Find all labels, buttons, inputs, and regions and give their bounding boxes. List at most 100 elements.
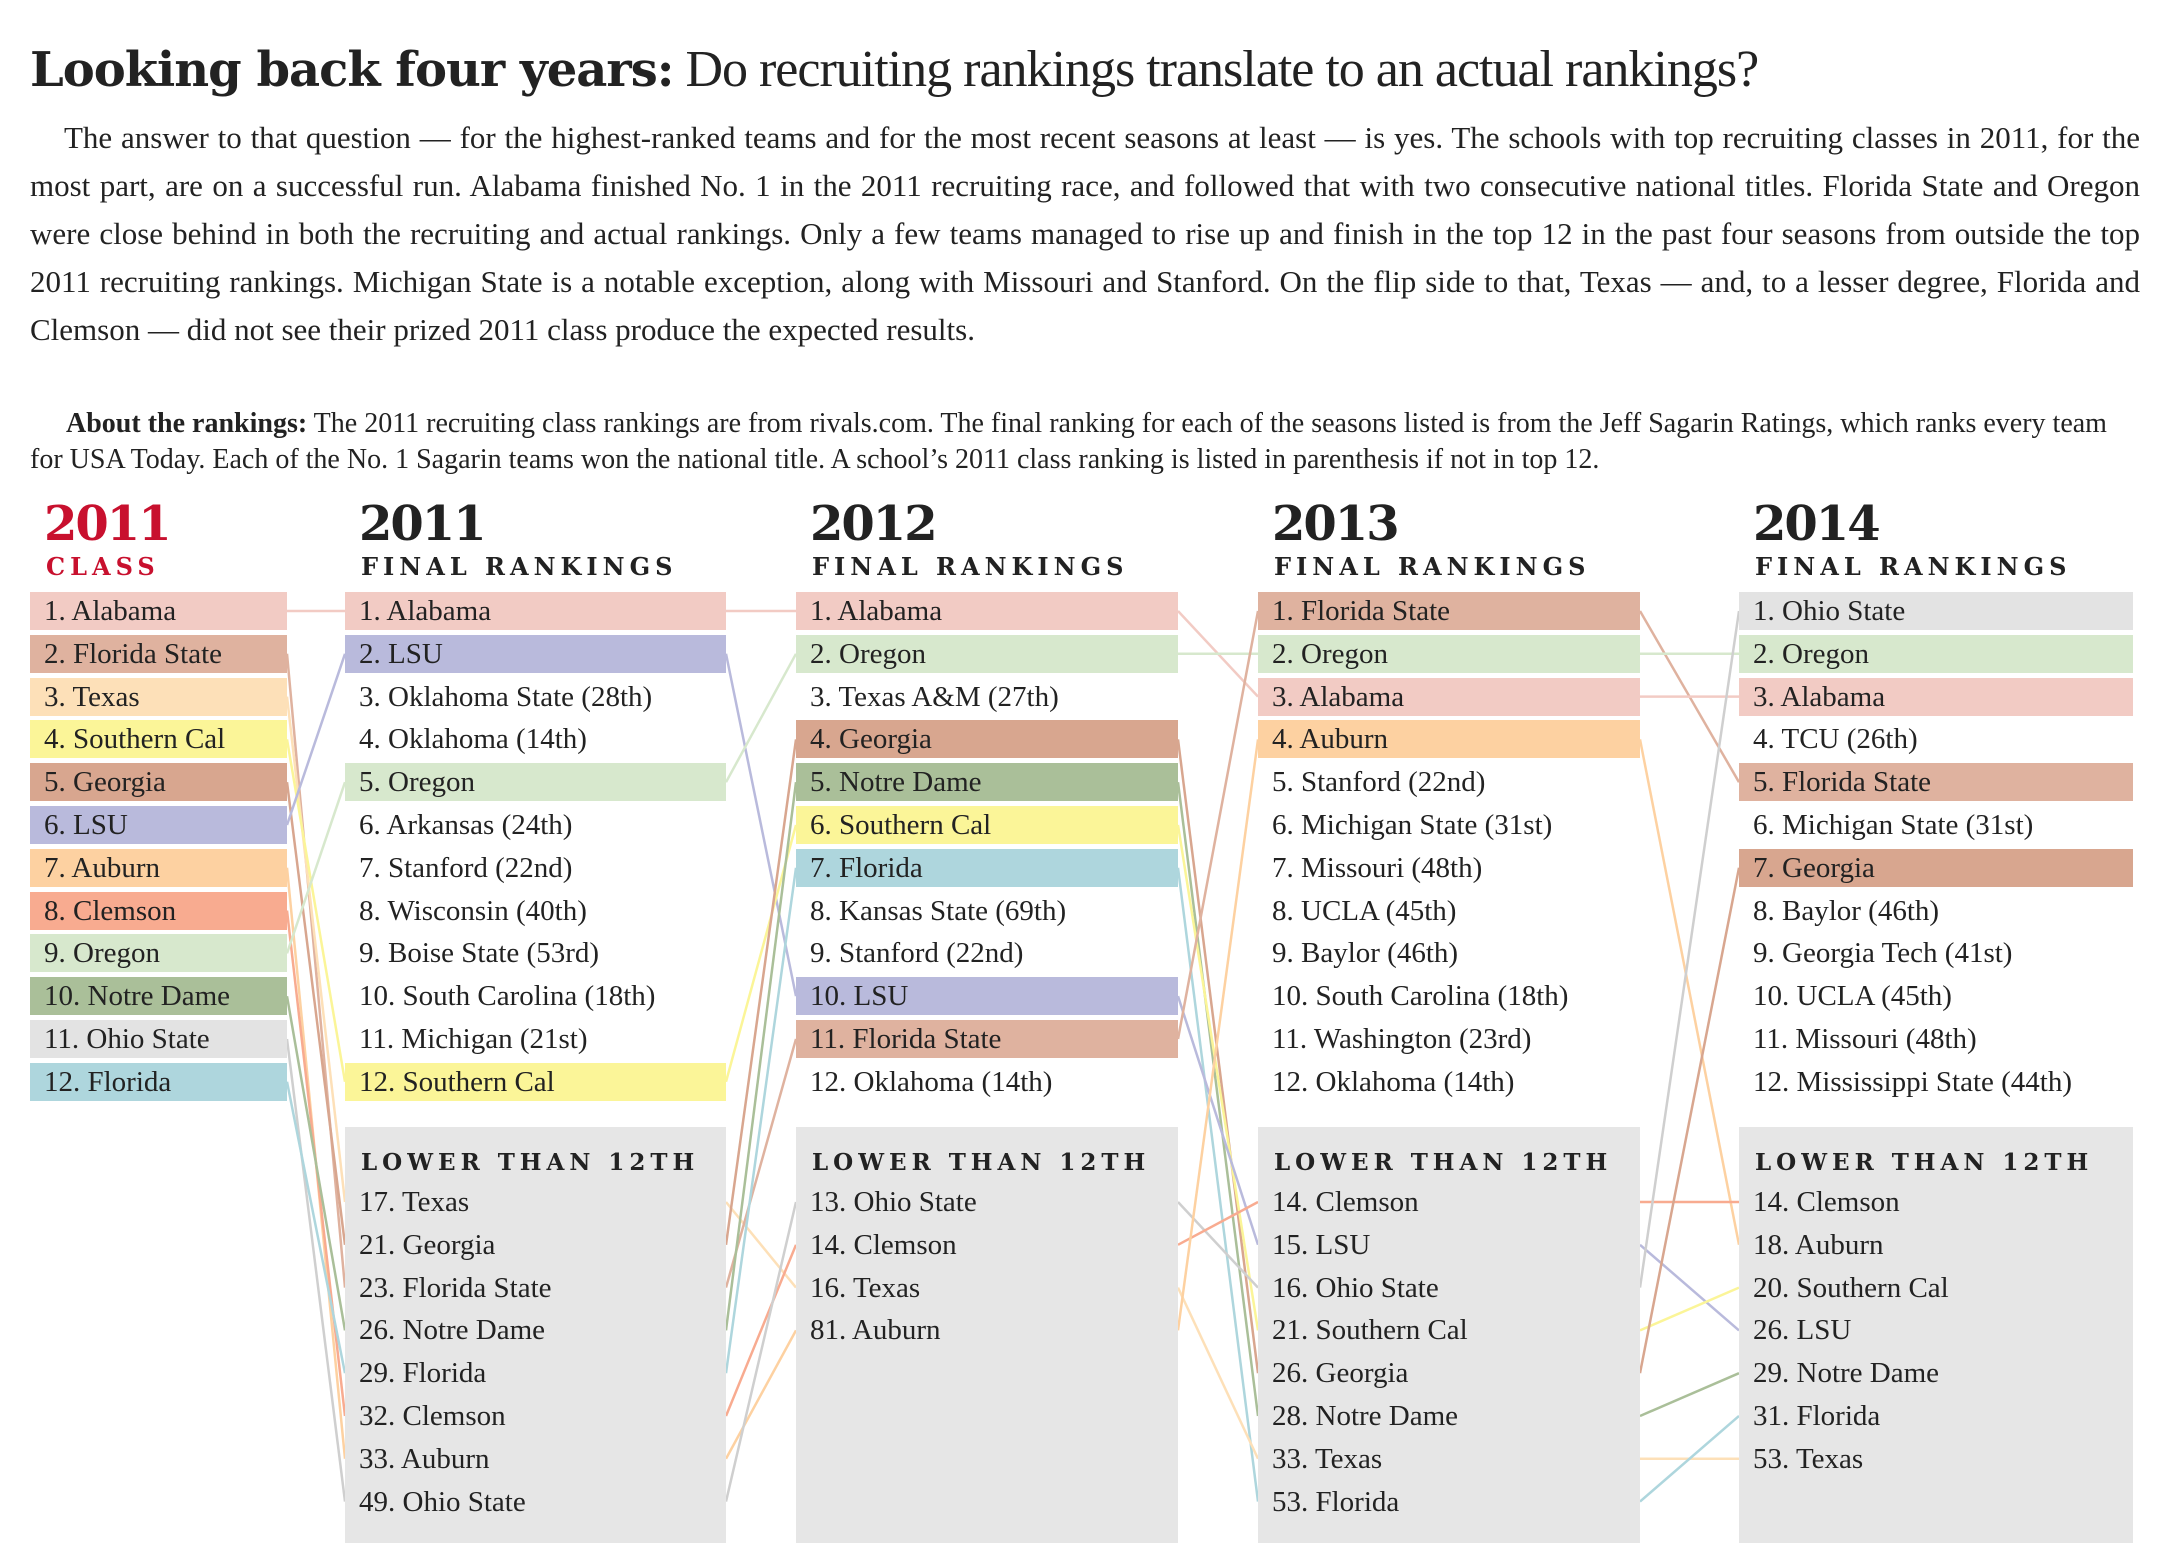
lower-than-12th-box: LOWER THAN 12TH 14. Clemson 15. LSU 16. Ohi…	[1258, 1127, 1640, 1543]
lower-heading: LOWER THAN 12TH	[1755, 1149, 2094, 1176]
connector-usc	[724, 824, 798, 1083]
about-label: About the rankings:	[66, 408, 308, 439]
connector-ohiostate	[1638, 610, 1741, 1288]
connector-georgia	[285, 782, 347, 1245]
list-item: 26. Notre Dame	[359, 1314, 546, 1347]
list-item: 14. Clemson	[1272, 1186, 1419, 1218]
list-item: 49. Ohio State	[359, 1485, 526, 1518]
list-item: 2. Oregon	[1258, 634, 1640, 673]
list-item: 4. TCU (26th)	[1753, 723, 1918, 756]
list-item: 23. Florida State	[359, 1271, 552, 1304]
list-item: 7. Georgia	[1739, 848, 2133, 887]
list-item: 33. Texas	[1272, 1442, 1383, 1475]
column-subtitle: FINAL RANKINGS	[361, 552, 678, 581]
list-item: 31. Florida	[1753, 1399, 1881, 1432]
list-item: 1. Florida State	[1258, 592, 1640, 630]
list-item: 53. Florida	[1272, 1485, 1400, 1518]
list-item: 8. Baylor (46th)	[1753, 894, 1940, 927]
about-paragraph: About the rankings: The 2011 recruiting …	[30, 406, 2140, 478]
list-item: 1. Alabama	[30, 592, 287, 630]
connector-florida	[285, 1081, 347, 1374]
title-bold: Looking back four years:	[30, 42, 674, 98]
list-item: 5. Stanford (22nd)	[1272, 766, 1486, 799]
list-item: 9. Georgia Tech (41st)	[1753, 937, 2013, 970]
list-item: 12. Oklahoma (14th)	[810, 1065, 1053, 1098]
list-item: 26. LSU	[1753, 1314, 1852, 1347]
list-item: 10. South Carolina (18th)	[359, 980, 656, 1013]
connector-georgia	[1638, 867, 1741, 1374]
list-item: 5. Notre Dame	[796, 763, 1178, 802]
connector-auburn	[1638, 739, 1741, 1246]
connector-auburn	[285, 867, 347, 1459]
list-item: 7. Missouri (48th)	[1272, 851, 1483, 884]
column-subtitle: FINAL RANKINGS	[812, 552, 1129, 581]
list-item: 33. Auburn	[359, 1442, 490, 1475]
list-item: 6. LSU	[30, 805, 287, 844]
connector-lsu	[1176, 995, 1260, 1246]
list-item: 32. Clemson	[359, 1399, 506, 1432]
list-item: 4. Oklahoma (14th)	[359, 723, 587, 756]
list-item: 3. Alabama	[1739, 677, 2133, 716]
lower-heading: LOWER THAN 12TH	[361, 1149, 700, 1176]
list-item: 4. Auburn	[1258, 720, 1640, 759]
list-item: 14. Clemson	[1753, 1186, 1900, 1218]
connector-notredame	[1176, 782, 1260, 1417]
list-item: 21. Georgia	[359, 1228, 496, 1261]
connector-alabama	[1177, 610, 1259, 698]
list-item: 3. Texas	[30, 677, 287, 716]
list-item: 6. Southern Cal	[796, 805, 1178, 844]
top-12-list: 1. Florida State 2. Oregon 3. Alabama 4. Au…	[1258, 592, 1640, 1106]
connector-lsu	[285, 653, 347, 826]
connector-usc	[285, 739, 347, 1082]
connector-florida	[1176, 867, 1260, 1502]
list-item: 10. South Carolina (18th)	[1272, 980, 1569, 1013]
column-year: 2013	[1272, 496, 1400, 552]
list-item: 53. Texas	[1753, 1442, 1864, 1475]
list-item: 3. Oklahoma State (28th)	[359, 680, 653, 713]
connector-texas	[285, 696, 347, 1203]
lower-than-12th-box: LOWER THAN 12TH 14. Clemson 18. Auburn 20. …	[1739, 1127, 2133, 1543]
list-item: 8. Kansas State (69th)	[810, 894, 1067, 927]
list-item: 5. Georgia	[30, 763, 287, 802]
list-item: 2. LSU	[345, 634, 726, 673]
list-item: 4. Georgia	[796, 720, 1178, 759]
list-item: 26. Georgia	[1272, 1357, 1409, 1390]
connector-fsu	[724, 1038, 798, 1288]
list-item: 16. Texas	[810, 1271, 921, 1304]
connector-oregon	[285, 781, 347, 954]
intro-paragraph: The answer to that question — for the hi…	[30, 120, 2140, 347]
connector-usc	[1639, 1286, 1740, 1332]
connector-texas	[1176, 1287, 1260, 1460]
connector-lsu	[724, 653, 798, 997]
list-item: 12. Oklahoma (14th)	[1272, 1065, 1515, 1098]
list-item: 17. Texas	[359, 1186, 470, 1218]
column-year: 2014	[1753, 496, 1881, 552]
list-item: 6. Arkansas (24th)	[359, 808, 573, 841]
top-12-list: 1. Alabama 2. Florida State 3. Texas 4. Sou…	[30, 592, 287, 1106]
connector-notredame	[724, 782, 798, 1331]
connector-texas	[725, 1201, 797, 1289]
connector-florida	[724, 867, 798, 1374]
list-item: 6. Michigan State (31st)	[1272, 808, 1553, 841]
list-item: 11. Washington (23rd)	[1272, 1022, 1532, 1055]
connector-clemson	[285, 910, 347, 1417]
list-item: 12. Florida	[30, 1062, 287, 1101]
connector-notredame	[1639, 1372, 1740, 1418]
list-item: 11. Michigan (21st)	[359, 1022, 588, 1055]
list-item: 1. Ohio State	[1739, 592, 2133, 630]
connector-notredame	[285, 995, 347, 1331]
list-item: 81. Auburn	[810, 1314, 941, 1347]
connector-clemson	[1177, 1200, 1259, 1246]
list-item: 9. Stanford (22nd)	[810, 937, 1024, 970]
connector-auburn	[724, 1329, 798, 1460]
list-item: 2. Oregon	[796, 634, 1178, 673]
list-item: 10. Notre Dame	[30, 977, 287, 1016]
list-item: 11. Ohio State	[30, 1019, 287, 1058]
lower-than-12th-box: LOWER THAN 12TH 17. Texas 21. Georgia 23. F…	[345, 1127, 726, 1543]
title-rest: Do recruiting rankings translate to an a…	[673, 41, 1759, 98]
list-item: 9. Boise State (53rd)	[359, 937, 600, 970]
list-item: 14. Clemson	[810, 1228, 957, 1261]
list-item: 6. Michigan State (31st)	[1753, 808, 2034, 841]
connector-ohiostate	[285, 1038, 347, 1502]
list-item: 2. Florida State	[30, 634, 287, 673]
